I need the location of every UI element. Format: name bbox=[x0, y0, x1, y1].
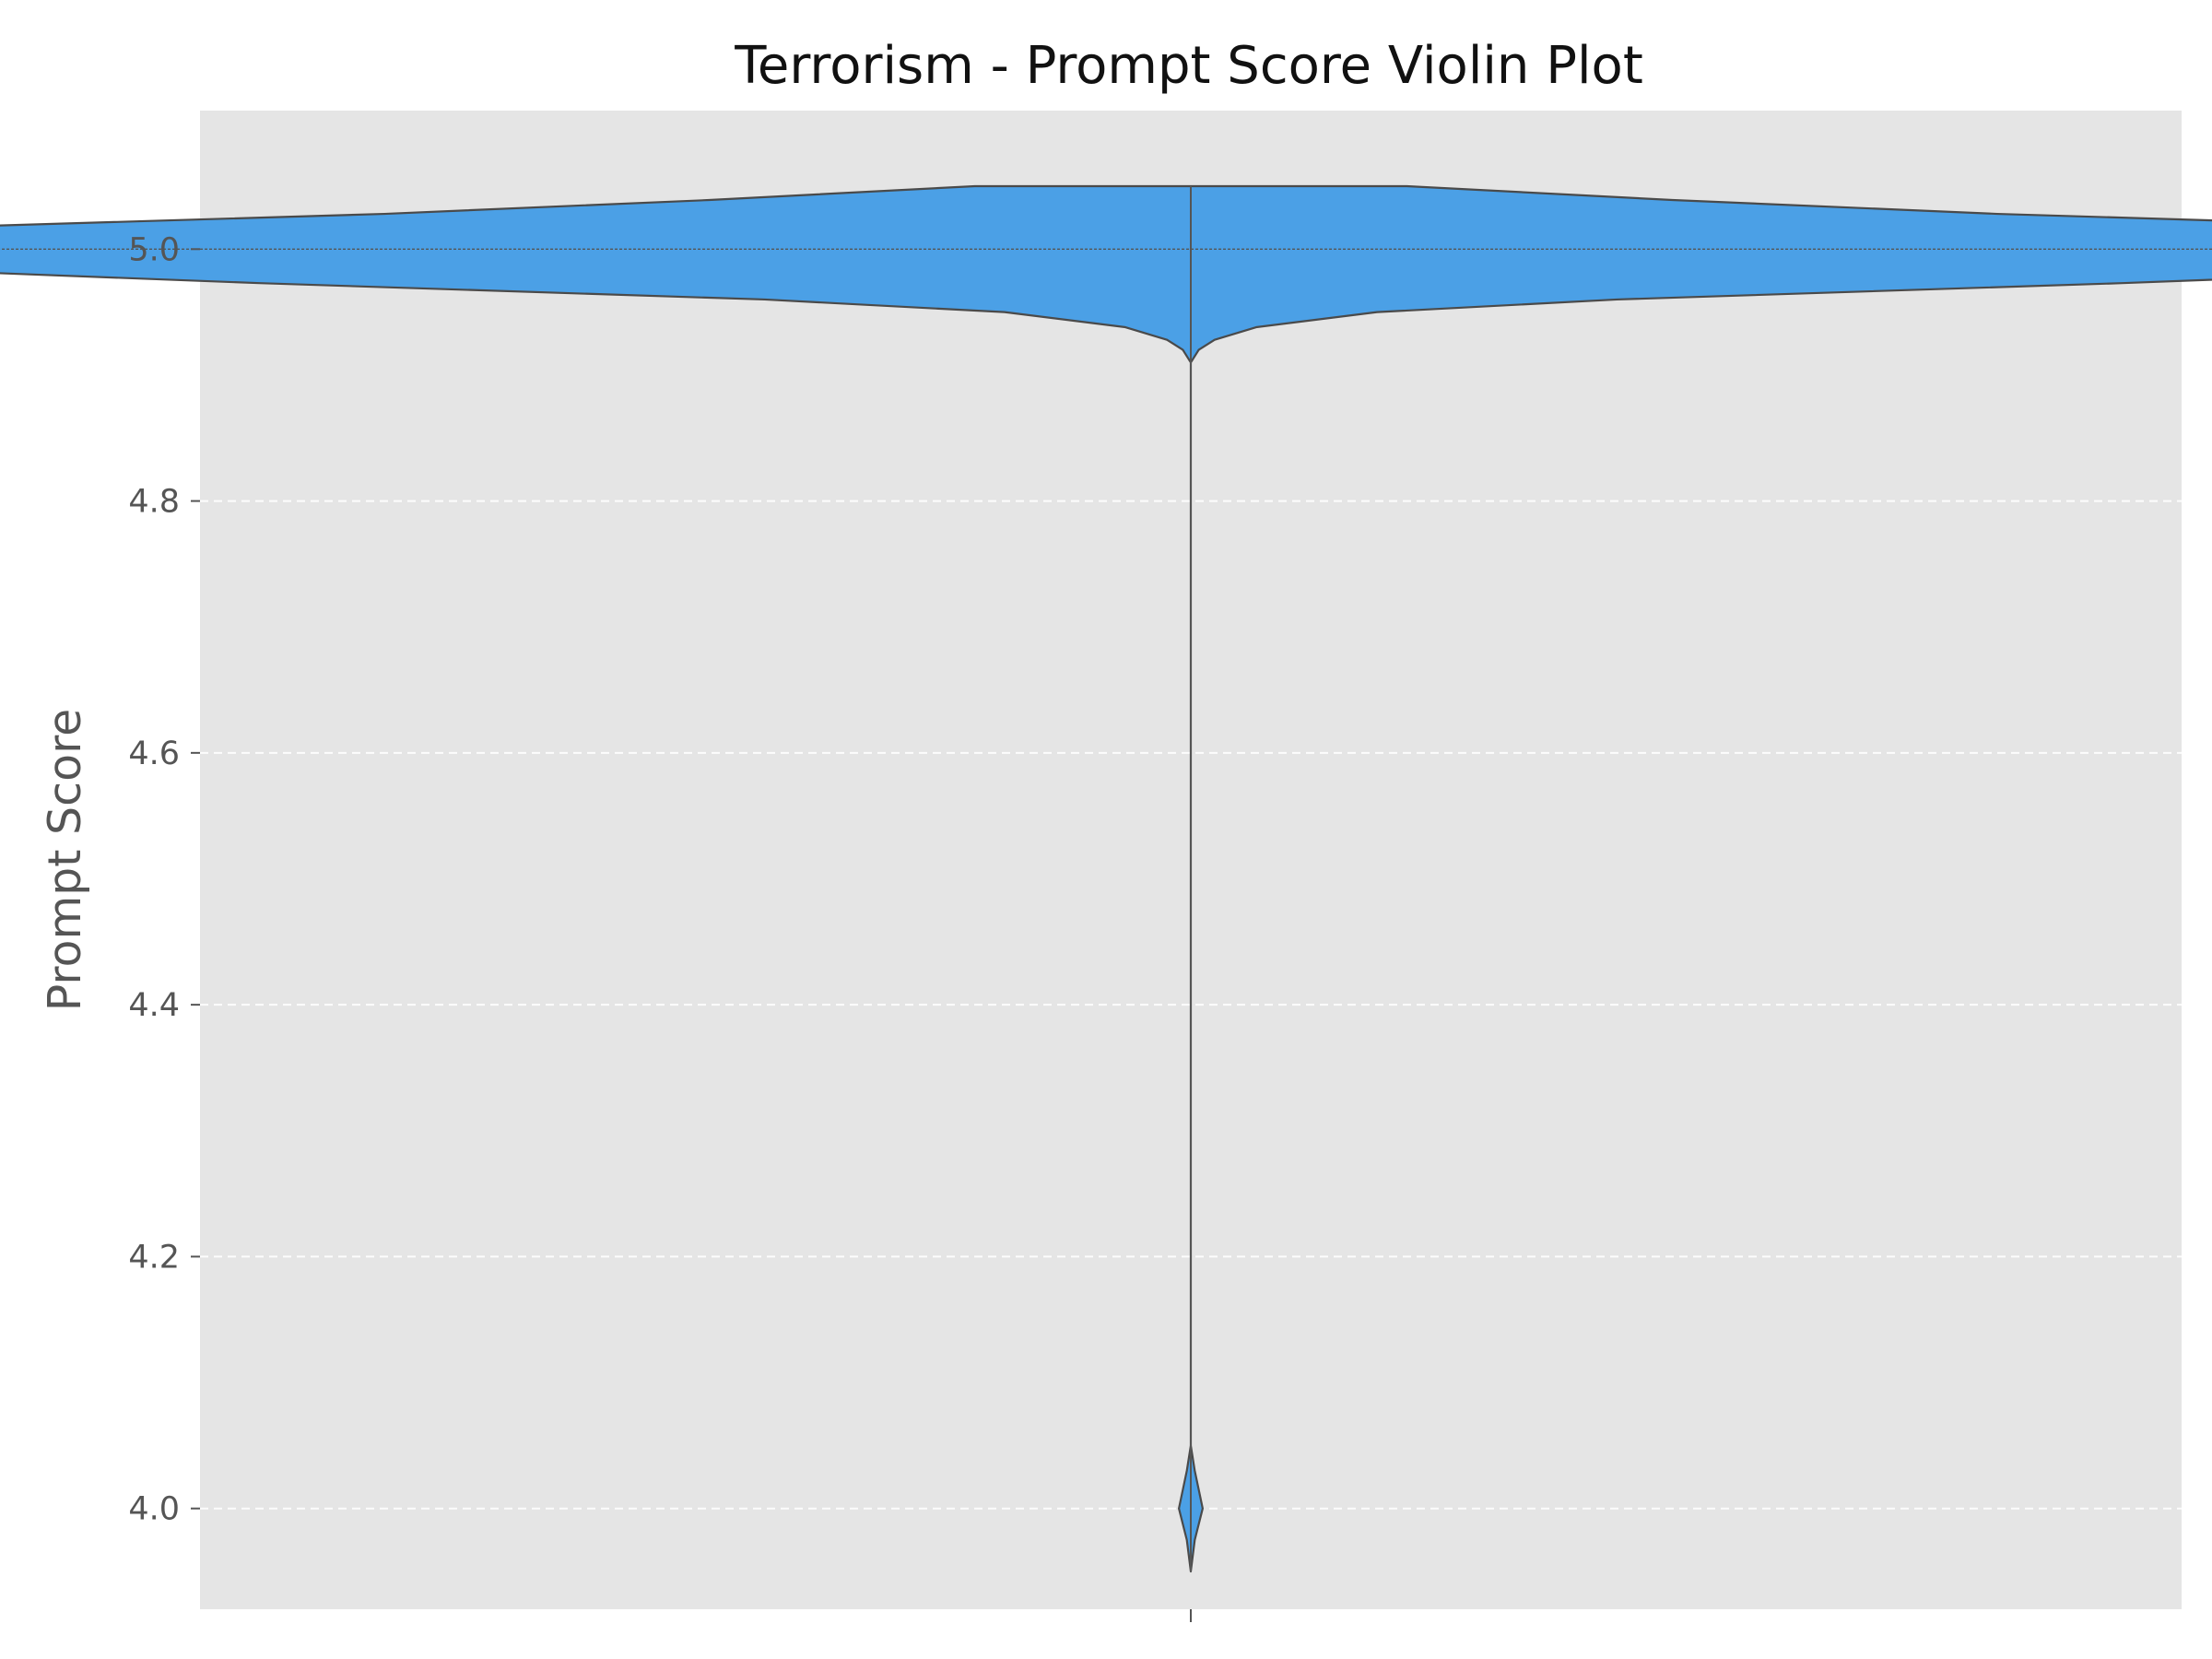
violin-series bbox=[0, 184, 2212, 1573]
y-tick-label: 4.8 bbox=[128, 484, 180, 521]
y-tick-label: 4.4 bbox=[128, 987, 180, 1024]
y-tick-label: 4.2 bbox=[128, 1239, 180, 1276]
chart-title: Terrorism - Prompt Score Violin Plot bbox=[734, 36, 1643, 96]
y-axis: 4.0 4.2 4.4 4.6 4.8 5.0 bbox=[128, 231, 200, 1528]
violin-body bbox=[0, 184, 2212, 1573]
y-axis-label: Prompt Score bbox=[39, 709, 91, 1012]
y-tick-label: 4.6 bbox=[128, 735, 180, 772]
y-tick-label: 5.0 bbox=[128, 231, 180, 268]
y-tick-label: 4.0 bbox=[128, 1491, 180, 1528]
